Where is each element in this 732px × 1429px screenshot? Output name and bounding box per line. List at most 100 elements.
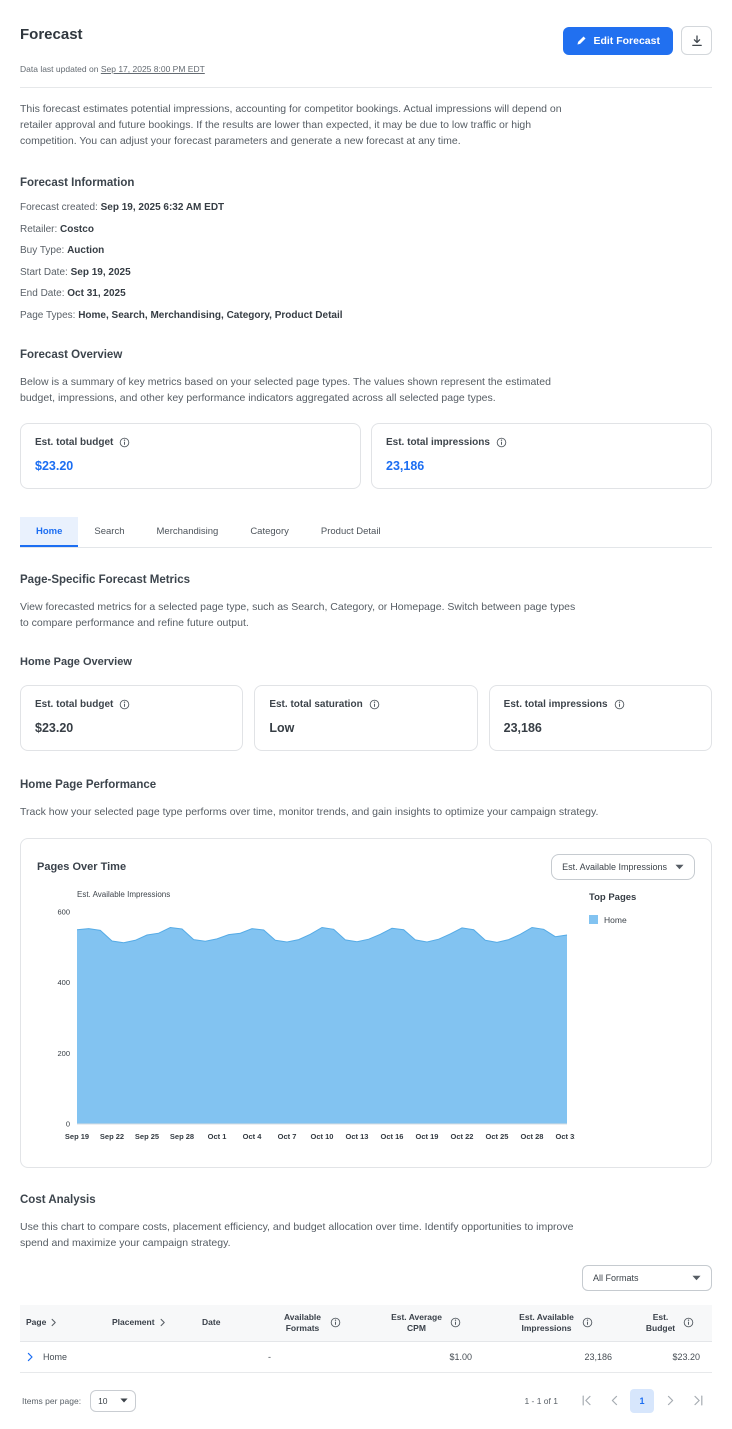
card-label: Est. total impressions bbox=[503, 698, 608, 710]
home-page-overview-heading: Home Page Overview bbox=[20, 655, 132, 668]
info-label: Start Date: bbox=[20, 266, 68, 278]
info-value: Oct 31, 2025 bbox=[67, 288, 126, 299]
info-field-buy-type: Buy Type: Auction bbox=[20, 246, 712, 256]
pagination-range: 1 - 1 of 1 bbox=[524, 1395, 558, 1406]
chevron-right-icon bbox=[159, 1318, 166, 1327]
info-value: Costco bbox=[60, 223, 94, 235]
info-label: Forecast created: bbox=[20, 202, 98, 213]
info-field-page-types: Page Types: Home, Search, Merchandising,… bbox=[20, 309, 712, 321]
svg-text:Oct 25: Oct 25 bbox=[486, 1132, 509, 1141]
metric-dropdown[interactable]: Est. Available Impressions bbox=[551, 853, 695, 880]
legend-label: Home bbox=[604, 914, 627, 925]
last-page-button[interactable] bbox=[686, 1389, 710, 1413]
info-icon[interactable] bbox=[119, 699, 130, 710]
cost-analysis-description: Use this chart to compare costs, placeme… bbox=[20, 1220, 574, 1249]
table-header-row: Page Placement Date Available Formats Es… bbox=[20, 1304, 712, 1341]
tab-home[interactable]: Home bbox=[20, 516, 79, 547]
legend-swatch bbox=[589, 915, 598, 924]
table-pagination: Items per page: 10 1 - 1 of 1 1 bbox=[20, 1385, 712, 1417]
card-label: Est. total budget bbox=[35, 436, 114, 448]
tab-search[interactable]: Search bbox=[94, 525, 125, 537]
tab-merchandising[interactable]: Merchandising bbox=[156, 525, 219, 537]
info-icon[interactable] bbox=[496, 437, 507, 448]
header-divider bbox=[20, 87, 712, 88]
items-per-page-select[interactable]: 10 bbox=[90, 1389, 137, 1412]
column-page[interactable]: Page bbox=[26, 1317, 100, 1328]
download-button[interactable] bbox=[681, 26, 712, 55]
row-date bbox=[196, 1341, 256, 1373]
overview-cards: Est. total budget $23.20 Est. total impr… bbox=[20, 422, 712, 489]
edit-forecast-button[interactable]: Edit Forecast bbox=[563, 26, 673, 55]
home-overview-cards: Est. total budget $23.20 Est. total satu… bbox=[20, 684, 712, 751]
card-value: $23.20 bbox=[35, 720, 74, 735]
svg-text:Oct 28: Oct 28 bbox=[521, 1132, 544, 1141]
first-page-icon bbox=[581, 1395, 592, 1406]
formats-dropdown[interactable]: All Formats bbox=[582, 1264, 712, 1291]
svg-text:Oct 16: Oct 16 bbox=[381, 1132, 404, 1141]
forecast-overview-heading: Forecast Overview bbox=[20, 348, 123, 361]
performance-description: Track how your selected page type perfor… bbox=[20, 805, 599, 818]
info-icon[interactable] bbox=[450, 1317, 461, 1328]
svg-text:0: 0 bbox=[66, 1119, 70, 1128]
forecast-information-list: Forecast created: Sep 19, 2025 6:32 AM E… bbox=[20, 203, 712, 321]
area-chart: Est. Available Impressions 0 200 400 600 Sep… bbox=[37, 890, 581, 1151]
info-value: Home, Search, Merchandising, Category, P… bbox=[78, 309, 343, 321]
forecast-information-heading: Forecast Information bbox=[20, 177, 135, 189]
row-placement bbox=[106, 1341, 196, 1373]
svg-text:200: 200 bbox=[57, 1048, 70, 1057]
info-value: Sep 19, 2025 6:32 AM EDT bbox=[100, 202, 225, 213]
row-page-label: Home bbox=[43, 1351, 68, 1362]
previous-page-button[interactable] bbox=[602, 1389, 626, 1413]
card-home-saturation: Est. total saturation Low bbox=[254, 684, 478, 751]
column-est-available-impressions: Est. Available Impressions bbox=[490, 1312, 618, 1334]
header-actions: Edit Forecast bbox=[563, 26, 712, 55]
previous-page-icon bbox=[609, 1395, 620, 1406]
card-label: Est. total budget bbox=[35, 698, 114, 710]
svg-text:Oct 13: Oct 13 bbox=[346, 1132, 369, 1141]
download-icon bbox=[691, 35, 703, 47]
chevron-right-icon bbox=[50, 1318, 57, 1327]
forecast-overview-description: Below is a summary of key metrics based … bbox=[20, 375, 551, 404]
svg-text:600: 600 bbox=[57, 907, 70, 916]
info-icon[interactable] bbox=[119, 437, 130, 448]
chevron-down-icon bbox=[692, 1275, 701, 1281]
expand-row-icon[interactable] bbox=[26, 1352, 34, 1362]
info-value: Auction bbox=[67, 245, 105, 256]
column-date: Date bbox=[202, 1317, 221, 1327]
info-field-created: Forecast created: Sep 19, 2025 6:32 AM E… bbox=[20, 203, 712, 213]
legend-item-home[interactable]: Home bbox=[589, 915, 695, 925]
info-icon[interactable] bbox=[614, 699, 625, 710]
items-per-page-value: 10 bbox=[98, 1395, 108, 1406]
svg-text:Sep 28: Sep 28 bbox=[170, 1132, 194, 1141]
page-1-button[interactable]: 1 bbox=[630, 1388, 654, 1413]
svg-text:Oct 1: Oct 1 bbox=[208, 1132, 227, 1141]
chart-y-axis-label: Est. Available Impressions bbox=[77, 889, 171, 899]
info-field-end-date: End Date: Oct 31, 2025 bbox=[20, 289, 712, 299]
next-page-icon bbox=[665, 1395, 676, 1406]
info-label: Retailer: bbox=[20, 223, 58, 235]
chart-legend: Top Pages Home bbox=[589, 890, 695, 1151]
info-field-start-date: Start Date: Sep 19, 2025 bbox=[20, 266, 712, 278]
page-specific-description: View forecasted metrics for a selected p… bbox=[20, 600, 576, 629]
formats-dropdown-value: All Formats bbox=[593, 1272, 639, 1283]
info-icon[interactable] bbox=[582, 1317, 593, 1328]
info-icon[interactable] bbox=[369, 699, 380, 710]
tab-product-detail[interactable]: Product Detail bbox=[320, 525, 381, 537]
next-page-button[interactable] bbox=[658, 1389, 682, 1413]
last-updated: Data last updated on Sep 17, 2025 8:00 P… bbox=[20, 64, 712, 74]
pages-over-time-chart[interactable]: 0 200 400 600 Sep 19 Sep 22 Sep 25 Sep 28 Oct 1 O… bbox=[37, 902, 578, 1146]
info-icon[interactable] bbox=[330, 1317, 341, 1328]
page-header: Forecast Edit Forecast bbox=[20, 26, 712, 55]
card-label: Est. total saturation bbox=[269, 698, 363, 710]
svg-text:Sep 22: Sep 22 bbox=[100, 1132, 124, 1141]
info-icon[interactable] bbox=[683, 1317, 694, 1328]
column-placement[interactable]: Placement bbox=[112, 1317, 190, 1328]
card-home-budget: Est. total budget $23.20 bbox=[20, 684, 244, 751]
page-type-tabs: Home Search Merchandising Category Produ… bbox=[20, 516, 712, 548]
tab-category[interactable]: Category bbox=[250, 525, 289, 537]
row-est-average-cpm: $1.00 bbox=[364, 1341, 484, 1373]
svg-text:400: 400 bbox=[57, 978, 70, 987]
svg-text:Oct 10: Oct 10 bbox=[311, 1132, 334, 1141]
first-page-button[interactable] bbox=[574, 1389, 598, 1413]
